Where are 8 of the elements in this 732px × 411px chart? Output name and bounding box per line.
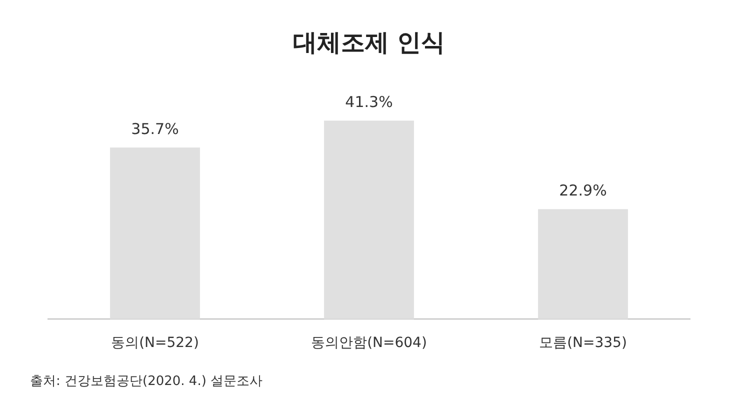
data-label: 22.9% — [559, 181, 607, 200]
source-note: 출처: 건강보험공단(2020. 4.) 설문조사 — [30, 373, 263, 390]
x-tick-label: 모름(N=335) — [539, 335, 627, 352]
chart-title: 대체조제 인식 — [292, 28, 446, 57]
data-label: 41.3% — [345, 93, 393, 112]
x-tick-label: 동의안함(N=604) — [311, 335, 427, 352]
x-tick-label: 동의(N=522) — [111, 335, 199, 352]
data-label: 35.7% — [131, 120, 179, 138]
